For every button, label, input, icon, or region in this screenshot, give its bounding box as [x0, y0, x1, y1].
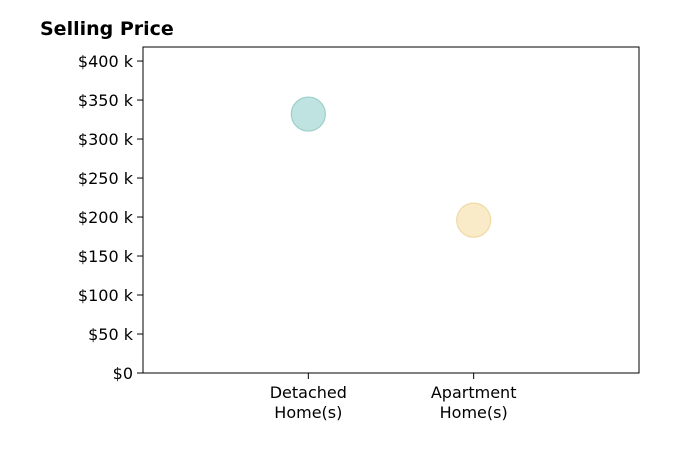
y-tick-label: $200 k — [78, 208, 134, 227]
plot-frame — [142, 46, 640, 374]
y-tick-label: $150 k — [78, 247, 134, 266]
chart-title: Selling Price — [40, 18, 174, 40]
y-tick-label: $50 k — [88, 325, 134, 344]
y-tick-label: $400 k — [78, 52, 134, 71]
x-tick-label: Apartment Home(s) — [431, 383, 517, 422]
data-point — [290, 96, 326, 132]
y-tick-label: $250 k — [78, 169, 134, 188]
data-points — [290, 96, 492, 238]
x-tick-label: Detached Home(s) — [270, 383, 347, 422]
y-tick-label: $300 k — [78, 130, 134, 149]
x-axis: Detached Home(s) Apartment Home(s) — [270, 373, 517, 422]
y-tick-label: $0 — [113, 364, 133, 383]
y-tick-label: $100 k — [78, 286, 134, 305]
data-point — [456, 202, 492, 238]
y-axis: $0 $50 k $100 k $150 k $200 k $250 k $300 k $35… — [78, 52, 143, 383]
y-tick-label: $350 k — [78, 91, 134, 110]
